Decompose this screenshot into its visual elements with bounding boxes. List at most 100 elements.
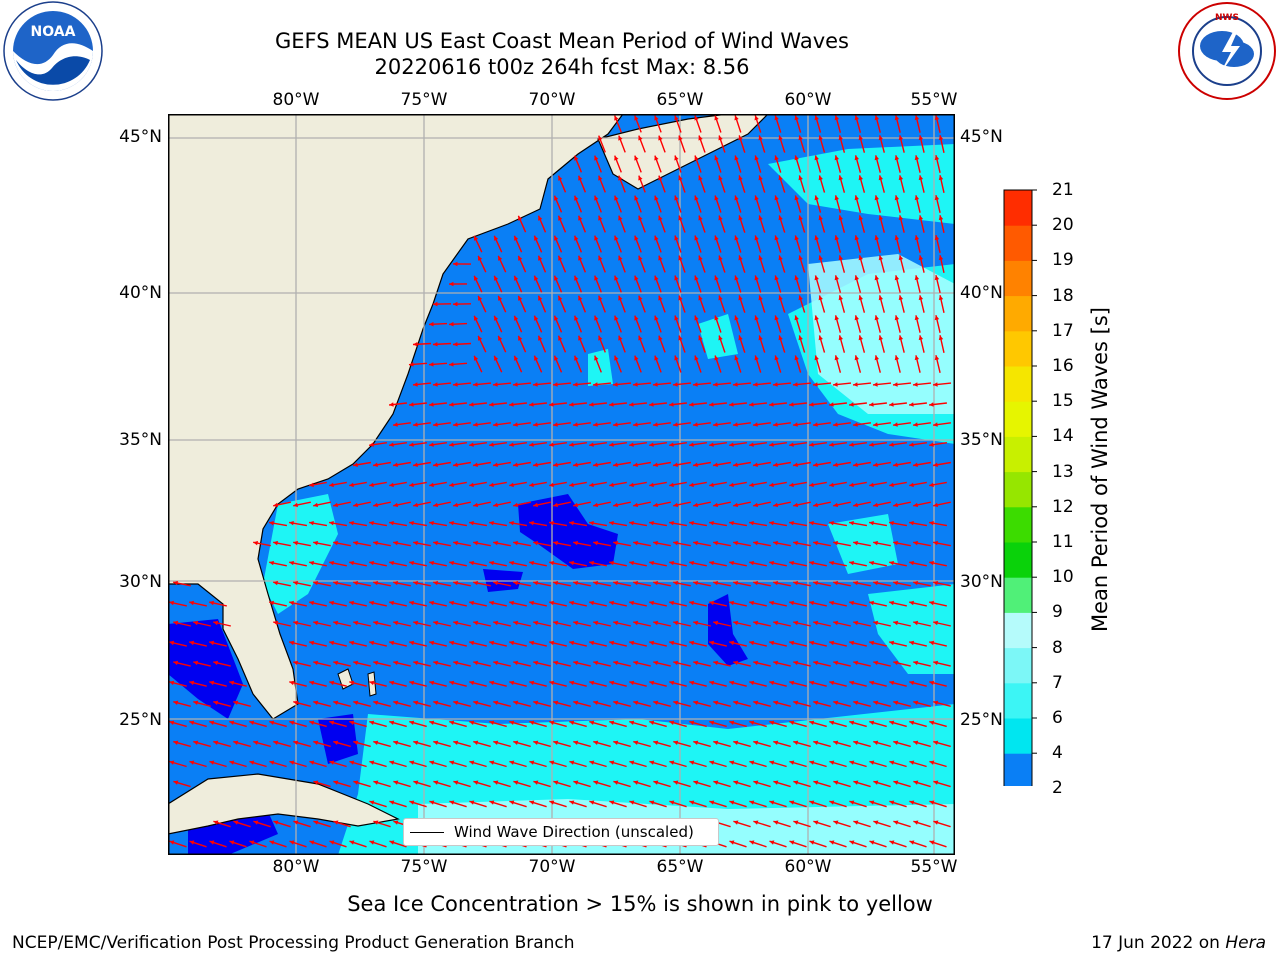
wind-arrow-head <box>889 560 894 566</box>
wind-arrow-head <box>689 720 695 725</box>
title-line-2: 20220616 t00z 264h fcst Max: 8.56 <box>374 55 750 79</box>
wind-arrow-head <box>733 580 738 586</box>
colorbar-tick-label: 7 <box>1052 672 1063 693</box>
wind-arrow-head <box>769 760 775 765</box>
wind-arrow-head <box>289 760 295 765</box>
wind-arrow-head <box>769 482 774 488</box>
wind-arrow-head <box>694 355 699 361</box>
wind-arrow-head <box>574 315 579 321</box>
wind-arrow-head <box>409 760 415 765</box>
wind-arrow-head <box>594 195 599 201</box>
wind-arrow-head <box>549 760 555 765</box>
wind-arrow-head <box>889 521 894 526</box>
wind-arrow-head <box>453 261 458 267</box>
wind-arrow-head <box>433 660 439 666</box>
wind-arrow-head <box>678 175 683 181</box>
wind-arrow-head <box>773 820 779 825</box>
wind-arrow-head <box>878 295 883 301</box>
wind-arrow-head <box>634 355 639 361</box>
wind-arrow-head <box>798 255 803 261</box>
wind-arrow-head <box>873 740 879 745</box>
wind-arrow-head <box>869 680 875 686</box>
wind-arrow-head <box>809 521 814 526</box>
wind-arrow-head <box>714 115 719 121</box>
wind-arrow-head <box>834 155 839 161</box>
wind-arrow-head <box>758 135 763 141</box>
colorbar-segment <box>1004 506 1032 543</box>
wind-arrow-head <box>898 135 904 141</box>
wind-arrow-head <box>813 700 819 705</box>
wind-arrow-head <box>429 600 434 606</box>
wind-arrow-head <box>634 155 639 161</box>
wind-arrow-head <box>909 800 915 805</box>
lat-tick-right: 40°N <box>960 283 1003 303</box>
wind-arrow-head <box>674 155 679 161</box>
wind-arrow-head <box>594 235 599 241</box>
wind-arrow-head <box>389 800 395 805</box>
wind-arrow-head <box>709 482 714 488</box>
wind-arrow-head <box>914 275 920 281</box>
wind-arrow-head <box>593 382 598 387</box>
wind-arrow-head <box>729 760 735 765</box>
colorbar <box>1003 189 1037 786</box>
wind-arrow-head <box>914 315 920 321</box>
wind-arrow-head <box>329 840 335 845</box>
wind-arrow-head <box>613 580 618 586</box>
wind-arrow-head <box>613 780 619 785</box>
wind-arrow-head <box>629 402 634 407</box>
wind-arrow-head <box>293 820 299 825</box>
wind-arrow-head <box>533 580 538 586</box>
lat-tick-right: 25°N <box>960 710 1003 730</box>
wind-arrow-head <box>313 620 319 626</box>
wind-arrow-head <box>429 640 435 646</box>
wind-arrow-head <box>538 295 543 301</box>
wind-arrow-head <box>573 740 579 745</box>
wind-arrow-head <box>614 195 619 201</box>
wind-arrow-head <box>813 820 819 825</box>
wind-arrow-head <box>618 295 623 301</box>
wind-arrow-head <box>313 700 319 705</box>
wind-arrow-head <box>858 135 863 141</box>
wind-arrow-head <box>629 600 634 606</box>
wind-arrow-head <box>213 700 219 705</box>
wind-arrow-head <box>369 482 374 488</box>
colorbar-frame <box>1003 189 1033 786</box>
wind-arrow-head <box>509 482 514 488</box>
wind-arrow-head <box>393 660 399 666</box>
wind-arrow-head <box>393 820 399 825</box>
wind-arrow-head <box>389 760 395 765</box>
wind-arrow-head <box>853 700 859 705</box>
wind-arrow-head <box>934 235 940 241</box>
wind-arrow-head <box>329 720 335 725</box>
wind-arrow-head <box>249 840 255 845</box>
wind-arrow-head <box>833 700 839 705</box>
colorbar-segment <box>1004 225 1032 261</box>
wind-arrow-head <box>353 780 359 785</box>
wind-arrow-head <box>773 740 779 745</box>
wind-arrow-head <box>773 580 778 586</box>
wind-arrow-head <box>489 600 494 606</box>
wind-arrow-head <box>373 502 378 508</box>
wind-arrow-head <box>769 840 775 845</box>
wind-arrow-head <box>553 620 559 626</box>
wind-arrow-head <box>433 540 438 546</box>
wind-arrow-head <box>733 502 738 508</box>
wind-arrow-head <box>273 580 278 586</box>
wind-arrow-head <box>658 335 663 341</box>
wind-arrow-head <box>753 740 759 745</box>
wind-arrow-head <box>233 820 239 825</box>
wind-arrow-head <box>709 640 715 646</box>
wind-arrow-head <box>929 720 935 725</box>
wind-arrow-head <box>713 660 719 666</box>
colorbar-tick-label: 16 <box>1052 356 1074 376</box>
wind-arrow-head <box>749 600 754 606</box>
wind-arrow-head <box>634 235 639 241</box>
wind-arrow-head <box>369 760 375 765</box>
wind-arrow-head <box>933 580 938 586</box>
wind-arrow-head <box>473 700 479 705</box>
colorbar-segment <box>1004 190 1032 226</box>
wind-arrow-head <box>213 620 219 626</box>
wind-arrow-head <box>353 620 359 626</box>
wind-arrow-head <box>578 295 583 301</box>
wind-arrow-head <box>189 600 194 606</box>
